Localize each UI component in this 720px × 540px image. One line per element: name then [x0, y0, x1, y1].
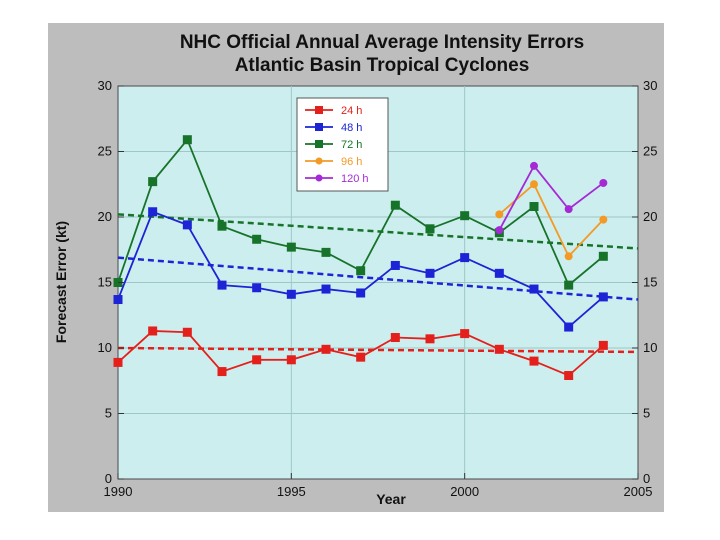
- y-tick-label: 15: [98, 275, 112, 290]
- legend-swatch-marker: [315, 140, 323, 148]
- legend-label: 120 h: [341, 173, 369, 185]
- y-tick-label: 0: [105, 471, 112, 486]
- series-line: [498, 164, 604, 231]
- legend-swatch-marker: [315, 174, 323, 182]
- data-point: [529, 202, 539, 212]
- data-point: [425, 224, 435, 234]
- data-point: [529, 356, 539, 366]
- data-point: [529, 284, 539, 294]
- data-point: [321, 284, 331, 294]
- trend-line: [117, 346, 639, 354]
- chart-title: NHC Official Annual Average Intensity Er…: [180, 32, 584, 53]
- y-tick-label: 30: [98, 78, 112, 93]
- x-tick-label: 2005: [624, 484, 653, 499]
- y-tick-label: 20: [98, 209, 112, 224]
- data-point: [321, 247, 331, 257]
- data-point: [564, 252, 573, 261]
- y-tick-label: 10: [98, 340, 112, 355]
- legend-swatch-marker: [315, 123, 323, 131]
- data-point: [390, 200, 400, 210]
- data-point: [252, 355, 262, 365]
- data-point: [356, 288, 366, 298]
- data-point: [598, 251, 608, 261]
- y-tick-label-right: 10: [643, 340, 657, 355]
- data-point: [286, 242, 296, 252]
- data-point: [564, 280, 574, 290]
- y-tick-label: 25: [98, 144, 112, 159]
- trend-line: [117, 213, 639, 250]
- data-point: [530, 180, 538, 189]
- data-point: [425, 334, 435, 344]
- legend-swatch-marker: [315, 106, 323, 114]
- data-point: [599, 215, 608, 224]
- data-point: [425, 268, 435, 278]
- data-point: [356, 352, 366, 362]
- line-chart: NHC Official Annual Average Intensity Er…: [53, 32, 658, 507]
- x-tick-label: 1995: [277, 484, 306, 499]
- data-point: [113, 295, 123, 305]
- x-tick-label: 2000: [450, 484, 479, 499]
- data-point: [564, 322, 574, 332]
- y-tick-label-right: 5: [643, 406, 650, 421]
- y-tick-label: 5: [105, 406, 112, 421]
- y-tick-label-right: 30: [643, 78, 657, 93]
- legend-swatch-marker: [315, 157, 323, 165]
- legend-label: 72 h: [341, 139, 362, 151]
- data-point: [217, 367, 227, 377]
- data-point: [356, 266, 366, 276]
- data-point: [494, 344, 504, 354]
- data-point: [148, 177, 158, 187]
- data-point: [286, 289, 296, 299]
- data-point: [598, 340, 608, 350]
- data-point: [390, 333, 400, 343]
- data-point: [564, 205, 573, 214]
- y-tick-label-right: 15: [643, 275, 657, 290]
- series-group: [495, 161, 608, 235]
- data-point: [148, 207, 158, 217]
- data-point: [217, 280, 227, 290]
- x-tick-label: 1990: [104, 484, 133, 499]
- data-point: [598, 292, 608, 302]
- series-group: [113, 326, 608, 381]
- data-point: [286, 355, 296, 365]
- grid-lines: [118, 86, 638, 479]
- y-tick-label-right: 25: [643, 144, 657, 159]
- y-axis-label: Forecast Error (kt): [53, 221, 69, 343]
- y-tick-label-right: 0: [643, 471, 650, 486]
- data-point: [113, 357, 123, 367]
- data-series: [113, 135, 608, 381]
- data-point: [182, 327, 192, 337]
- data-point: [321, 344, 331, 354]
- data-point: [252, 283, 262, 293]
- legend-label: 24 h: [341, 105, 362, 117]
- data-point: [564, 371, 574, 381]
- data-point: [460, 329, 470, 339]
- data-point: [182, 220, 192, 230]
- series-group: [113, 207, 608, 332]
- data-point: [182, 135, 192, 145]
- y-tick-label-right: 20: [643, 209, 657, 224]
- data-point: [252, 234, 262, 244]
- legend-label: 48 h: [341, 122, 362, 134]
- data-point: [530, 161, 538, 170]
- legend-label: 96 h: [341, 156, 362, 168]
- data-point: [217, 221, 227, 231]
- x-axis-label: Year: [376, 491, 406, 507]
- data-point: [495, 210, 504, 219]
- data-point: [460, 253, 470, 263]
- legend: 24 h 48 h 72 h 96 h 120 h: [296, 97, 389, 192]
- data-point: [460, 211, 470, 221]
- data-point: [390, 260, 400, 270]
- data-point: [148, 326, 158, 336]
- data-point: [599, 178, 608, 187]
- data-point: [495, 226, 504, 235]
- axes: 0 0 5 5 10 10 15 15 20 20 25 25 30 30 1990 1995 2000 2005: [98, 78, 658, 499]
- data-point: [494, 268, 504, 278]
- chart-panel: NHC Official Annual Average Intensity Er…: [48, 23, 664, 512]
- chart-subtitle: Atlantic Basin Tropical Cyclones: [235, 55, 530, 76]
